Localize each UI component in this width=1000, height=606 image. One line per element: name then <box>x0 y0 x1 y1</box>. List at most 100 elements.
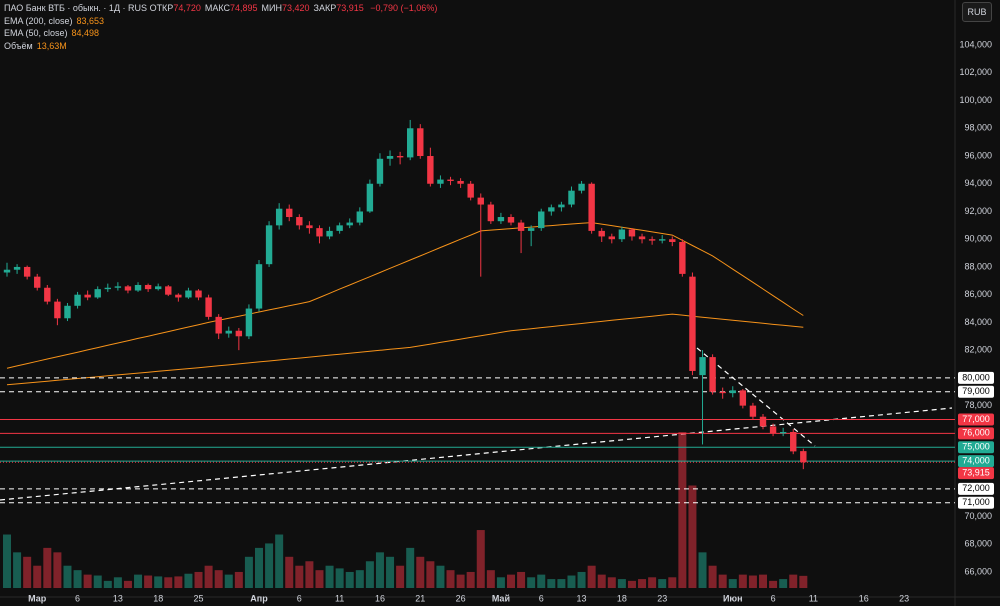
y-tick-label: 84,000 <box>964 317 992 327</box>
y-tick-label: 70,000 <box>964 511 992 521</box>
series-last: 84,498 <box>71 28 100 38</box>
volume-bar <box>73 570 82 588</box>
candle-body <box>689 276 696 371</box>
candle-body <box>628 229 636 237</box>
candle-body <box>669 239 676 242</box>
x-tick-label: Мар <box>28 593 47 603</box>
candle-body <box>800 451 807 463</box>
y-tick-label: 82,000 <box>964 345 992 355</box>
ohlc-name: ОТКР <box>149 3 174 13</box>
volume-bar <box>789 574 798 588</box>
candle-body <box>578 183 585 191</box>
level-box <box>958 496 994 509</box>
candle-body <box>286 208 293 218</box>
volume-bar <box>83 574 92 588</box>
y-tick-label: 88,000 <box>964 261 992 271</box>
volume-bar <box>456 574 465 588</box>
volume-bar <box>769 580 778 588</box>
volume-bar <box>748 575 757 588</box>
candle-body <box>336 225 343 231</box>
x-tick-label: 6 <box>75 593 80 603</box>
y-tick-label: 90,000 <box>964 234 992 244</box>
volume-bar <box>134 574 143 588</box>
x-tick-label: 18 <box>617 593 627 603</box>
volume-bar <box>43 547 52 588</box>
currency-button[interactable]: RUB <box>962 2 992 22</box>
candle-body <box>608 236 615 240</box>
volume-bar <box>355 570 364 588</box>
candle-body <box>64 305 71 319</box>
volume-bar <box>678 432 687 588</box>
volume-bar <box>265 543 274 588</box>
ohlc-value: 74,895 <box>230 3 258 13</box>
volume-bar <box>174 576 183 588</box>
volume-bar <box>688 485 697 588</box>
level-box <box>958 482 994 495</box>
volume-bar <box>658 579 667 588</box>
candle-body <box>558 204 565 208</box>
candle-body <box>114 286 122 288</box>
candle-body <box>94 289 101 298</box>
candle-body <box>225 330 232 334</box>
candle-body <box>437 179 444 184</box>
y-tick-label: 94,000 <box>964 178 992 188</box>
ohlc-value: 74,720 <box>173 3 201 13</box>
y-tick-label: 86,000 <box>964 289 992 299</box>
volume-bar <box>567 575 576 588</box>
level-label: 73,915 <box>962 467 990 477</box>
y-tick-label: 66,000 <box>964 566 992 576</box>
candle-body <box>527 228 535 231</box>
level-label: 72,000 <box>962 483 990 493</box>
candle-body <box>749 405 757 417</box>
candle-body <box>356 211 363 223</box>
ohlc-name: ЗАКР <box>313 3 337 13</box>
volume-bar <box>375 552 384 588</box>
candle-body <box>104 287 111 290</box>
candle-body <box>134 284 142 291</box>
level-label: 74,000 <box>962 455 990 465</box>
level-label: 76,000 <box>962 428 990 438</box>
volume-bar <box>597 574 606 588</box>
candle-body <box>165 286 172 295</box>
legend-symbol-row: ПАО Банк ВТБ · обыкн. · 1Д · RUS ОТКР74,… <box>4 2 441 15</box>
change: −0,790 (−1,06%) <box>370 3 438 13</box>
candle-body <box>659 239 666 241</box>
y-tick-label: 100,000 <box>959 95 992 105</box>
candle-body <box>34 276 41 288</box>
candle-body <box>326 230 333 237</box>
volume-legend: Объём 13,63M <box>4 40 441 53</box>
volume-bar <box>13 552 22 588</box>
level-box <box>958 467 994 480</box>
x-tick-label: 16 <box>859 593 869 603</box>
volume-bar <box>476 530 485 588</box>
volume-bar <box>718 574 727 588</box>
volume-bar <box>708 565 717 588</box>
candle-body <box>386 156 394 159</box>
candle-body <box>376 158 384 184</box>
volume-bar <box>406 547 415 588</box>
volume-bar <box>214 570 223 588</box>
trend-line <box>0 407 953 501</box>
volume-bar <box>144 575 153 588</box>
candle-body <box>427 156 434 184</box>
volume-bar <box>386 556 395 588</box>
ohlc-value: 73,915 <box>336 3 364 13</box>
volume-bar <box>486 570 495 588</box>
candle-body <box>23 266 31 277</box>
ohlc-value: 73,420 <box>282 3 310 13</box>
x-tick-label: 18 <box>153 593 163 603</box>
ema-legend: EMA (50, close) 84,498 <box>4 27 441 40</box>
candle-body <box>548 207 555 212</box>
candle-body <box>699 357 706 376</box>
volume-bar <box>255 547 263 588</box>
volume-bar <box>627 580 636 588</box>
y-tick-label: 98,000 <box>964 123 992 133</box>
y-tick-label: 92,000 <box>964 206 992 216</box>
volume-bar <box>63 565 72 588</box>
series-name: Объём <box>4 40 33 51</box>
x-tick-label: 13 <box>577 593 587 603</box>
volume-bar <box>466 571 475 588</box>
x-tick-label: 13 <box>113 593 123 603</box>
